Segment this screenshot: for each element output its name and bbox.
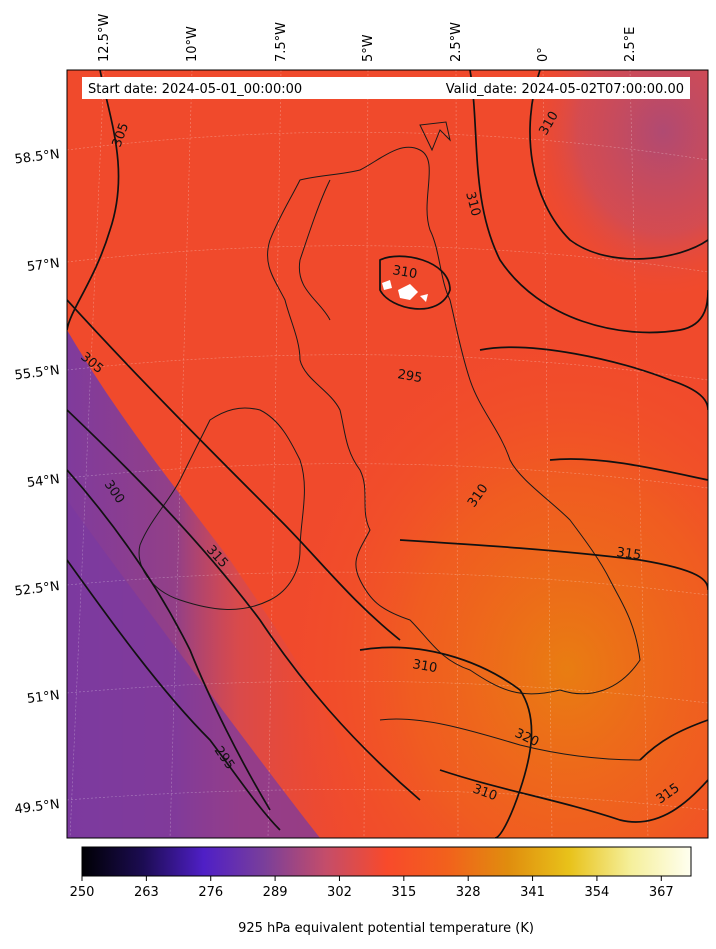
- colorbar-tick-label: 250: [70, 885, 95, 900]
- coastlines: [138, 121, 641, 761]
- meridian-line: [267, 70, 282, 838]
- great-britain-coast: [267, 146, 641, 695]
- contour-line-310: [359, 646, 533, 838]
- colorbar-tick-label: 341: [520, 885, 545, 900]
- lat-label: 55.5°N: [14, 363, 61, 383]
- colorbar-tick-label: 302: [327, 885, 352, 900]
- lon-label: 12.5°W: [97, 14, 112, 62]
- contour-line-295: [67, 559, 281, 831]
- contour-line-300: [67, 409, 421, 801]
- colorbar-tick-label: 315: [391, 885, 416, 900]
- parallel-line: [67, 463, 708, 489]
- contour-line-305: [67, 299, 401, 641]
- lat-label: 58.5°N: [14, 147, 61, 167]
- lat-label: 52.5°N: [14, 579, 61, 599]
- missing-data-patches: [382, 280, 428, 302]
- contour-label: 315: [615, 545, 642, 563]
- colorbar: [81, 846, 692, 877]
- colorbar-tick-label: 289: [263, 885, 288, 900]
- colorbar-label: 925 hPa equivalent potential temperature…: [238, 921, 534, 936]
- contour-line-305: [67, 70, 120, 331]
- lat-label: 54°N: [26, 472, 60, 491]
- orkney-islands-coast: [419, 121, 451, 152]
- lon-label: 2.5°E: [623, 27, 638, 62]
- header-box: [82, 77, 690, 99]
- contour-label: 310: [462, 190, 483, 218]
- map-frame: [66, 69, 709, 839]
- meridian-line: [542, 70, 553, 838]
- meridian-line: [363, 70, 369, 838]
- lat-label: 57°N: [26, 256, 60, 275]
- colorbar-tick-label: 263: [134, 885, 159, 900]
- lat-label: 49.5°N: [14, 797, 61, 817]
- temperature-field: 305 310 310 310 305 295 300 315 310 315 …: [67, 70, 708, 838]
- longitude-labels: 12.5°W 10°W 7.5°W 5°W 2.5°W 0° 2.5°E: [97, 14, 638, 62]
- meridian-line: [169, 70, 193, 838]
- parallel-line: [67, 354, 708, 381]
- parallel-line: [67, 245, 708, 273]
- contour-line-315: [549, 458, 708, 481]
- latitude-labels: 58.5°N 57°N 55.5°N 54°N 52.5°N 51°N 49.5…: [14, 147, 61, 817]
- lon-label: 7.5°W: [274, 22, 289, 62]
- contour-line-310: [469, 70, 708, 334]
- lon-label: 2.5°W: [449, 22, 464, 62]
- contours: [67, 70, 708, 838]
- contour-line-310: [439, 769, 708, 823]
- meridian-line: [455, 70, 459, 838]
- contour-line-310: [529, 70, 708, 260]
- contour-line-310: [379, 255, 451, 310]
- start-date-text: Start date: 2024-05-01_00:00:00: [88, 82, 302, 97]
- meridian-line: [629, 70, 649, 838]
- contour-label: 310: [411, 657, 438, 676]
- missing-data-patch: [420, 294, 428, 302]
- france-north-coast: [379, 718, 641, 761]
- graticule: [67, 70, 708, 838]
- scotland-west-islands-coast: [298, 179, 331, 321]
- meridian-line: [69, 70, 105, 838]
- missing-data-patch: [382, 280, 392, 290]
- ireland-coast: [138, 407, 305, 610]
- contour-line-295: [67, 469, 271, 811]
- missing-data-patch: [398, 284, 418, 300]
- colorbar-tick-label: 354: [585, 885, 610, 900]
- valid-date-text: Valid_date: 2024-05-02T07:00:00.00: [446, 82, 684, 97]
- contour-line-315: [639, 719, 708, 761]
- contour-line-315: [479, 346, 708, 411]
- contour-line-315: [399, 539, 708, 591]
- lat-label: 51°N: [26, 688, 60, 707]
- parallel-line: [67, 131, 708, 161]
- colorbar-tick-label: 276: [198, 885, 223, 900]
- colorbar-ticks: 250 263 276 289 302 315 328 341 354 367: [70, 876, 674, 900]
- cool-sector-northeast: [67, 70, 708, 838]
- colorbar-tick-label: 328: [456, 885, 481, 900]
- contour-label: 295: [396, 367, 423, 386]
- lon-label: 0°: [536, 47, 551, 62]
- colorbar-tick-label: 367: [649, 885, 674, 900]
- contour-label: 310: [391, 263, 418, 282]
- lon-label: 5°W: [361, 34, 376, 62]
- lon-label: 10°W: [185, 26, 200, 62]
